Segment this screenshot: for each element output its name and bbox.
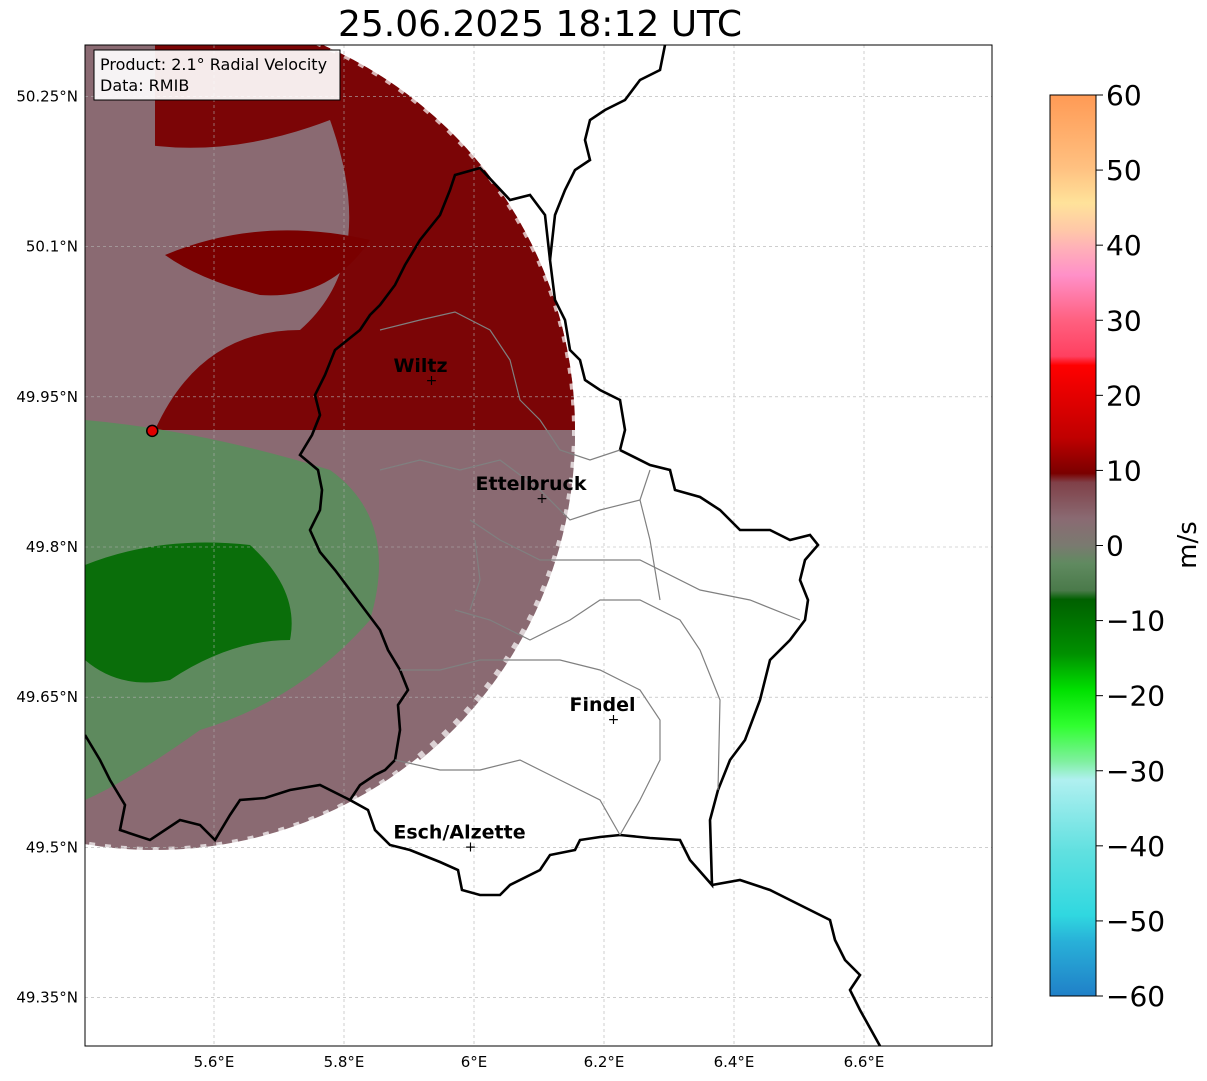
colorbar-tick-label: 20 [1106, 379, 1142, 412]
colorbar-tick-label: 10 [1106, 454, 1142, 487]
city-marker-icon: + [608, 712, 620, 728]
city-ettelbruck: +Ettelbruck [476, 473, 587, 507]
city-marker-icon: + [465, 839, 477, 855]
colorbar-tick-label: −60 [1106, 980, 1165, 1013]
colorbar-tick-label: 40 [1106, 229, 1142, 262]
colorbar-tick-label: 30 [1106, 304, 1142, 337]
colorbar-tick-label: 60 [1106, 79, 1142, 112]
city-findel: +Findel [569, 694, 635, 728]
x-tick-label: 6°E [461, 1053, 488, 1071]
germany-border-north [548, 45, 667, 261]
y-tick-label: 49.35°N [16, 988, 78, 1006]
y-tick-label: 49.95°N [16, 388, 78, 406]
radar-outbound-patch [165, 230, 370, 296]
x-tick-label: 6.6°E [844, 1053, 885, 1071]
colorbar-tick-label: −10 [1106, 605, 1165, 638]
info-source: Data: RMIB [100, 76, 189, 95]
city-label: Findel [569, 694, 635, 716]
radar-site-marker [146, 424, 159, 438]
luxembourg-national-border [298, 166, 820, 897]
radar-velocity-field [85, 45, 578, 853]
y-tick-label: 49.65°N [16, 688, 78, 706]
map-frame [84, 44, 993, 1047]
colorbar-tick-label: −50 [1106, 905, 1165, 938]
colorbar-gradient [1049, 94, 1097, 997]
radar-range-edge [85, 45, 578, 853]
city-wiltz: +Wiltz [393, 355, 447, 389]
city-marker-icon: + [426, 373, 438, 389]
info-product: Product: 2.1° Radial Velocity [100, 55, 327, 74]
colorbar-tick-label: −20 [1106, 680, 1165, 713]
city-label: Ettelbruck [476, 473, 587, 495]
x-axis-ticks: 5.6°E 5.8°E 6°E 6.2°E 6.4°E 6.6°E [194, 1053, 885, 1071]
map-grid [85, 45, 992, 1046]
y-tick-label: 50.1°N [26, 238, 78, 256]
info-box: Product: 2.1° Radial Velocity Data: RMIB [93, 49, 341, 101]
radar-inbound-core [85, 542, 292, 683]
city-esch-alzette: +Esch/Alzette [393, 821, 525, 855]
y-tick-label: 49.8°N [26, 538, 78, 556]
x-tick-label: 6.2°E [584, 1053, 625, 1071]
belgium-france-border [85, 734, 351, 843]
colorbar-tick-label: 50 [1106, 154, 1142, 187]
city-label: Esch/Alzette [393, 821, 525, 843]
y-tick-label: 49.5°N [26, 838, 78, 856]
city-layer: +Wiltz+Ettelbruck+Findel+Esch/Alzette [393, 355, 635, 855]
radar-near-zero-north [85, 45, 350, 430]
city-label: Wiltz [393, 355, 447, 377]
x-tick-label: 5.8°E [324, 1053, 365, 1071]
x-tick-label: 5.6°E [194, 1053, 235, 1071]
canton-lines [379, 311, 801, 836]
france-germany-border [711, 878, 882, 1046]
colorbar-label: m/s [1173, 521, 1203, 569]
colorbar: 60 50 40 30 20 10 0 −10 −20 −30 −40 −50 −60 m/s [1049, 79, 1203, 1013]
colorbar-tick-label: 0 [1106, 530, 1124, 563]
y-axis-ticks: 50.25°N 50.1°N 49.95°N 49.8°N 49.65°N 49.5°N 4… [16, 88, 78, 1007]
borders-layer [85, 45, 882, 1046]
y-tick-label: 50.25°N [16, 88, 78, 106]
colorbar-tick-label: −30 [1106, 755, 1165, 788]
page-title: 25.06.2025 18:12 UTC [337, 4, 743, 45]
x-tick-label: 6.4°E [714, 1053, 755, 1071]
city-marker-icon: + [536, 491, 548, 507]
colorbar-ticks: 60 50 40 30 20 10 0 −10 −20 −30 −40 −50 −60 [1096, 79, 1165, 1013]
colorbar-tick-label: −40 [1106, 830, 1165, 863]
